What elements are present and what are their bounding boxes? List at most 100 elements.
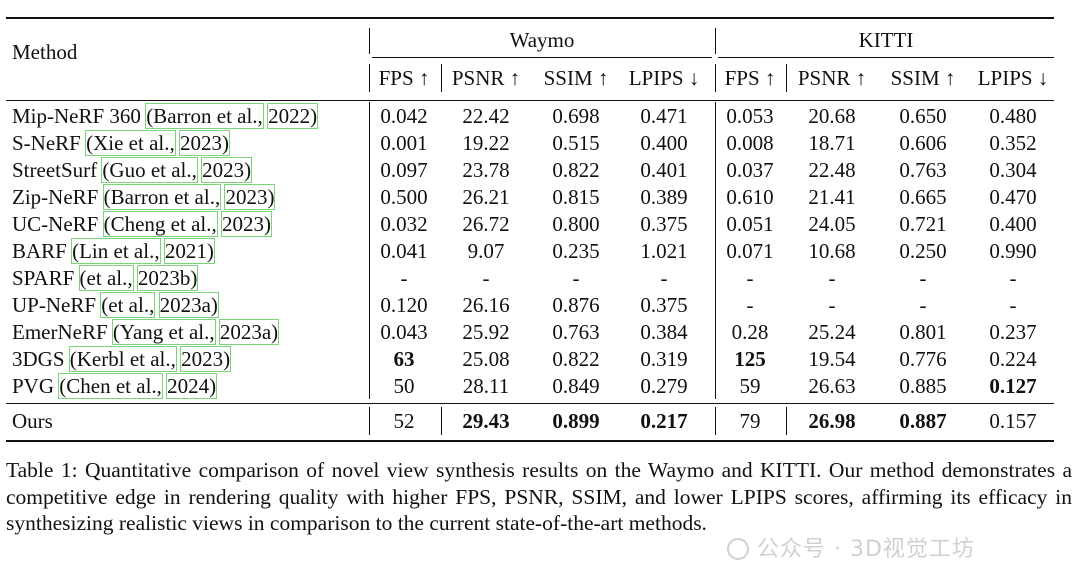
citation-year-link[interactable]: 2023) bbox=[201, 157, 253, 183]
citation-link[interactable]: (Yang et al., bbox=[111, 319, 216, 345]
ours-cell: 0.157 bbox=[989, 409, 1037, 433]
subheader-2: SSIM ↑ bbox=[543, 66, 609, 90]
table-cell: 0.990 bbox=[989, 239, 1037, 263]
table-cell: 0.120 bbox=[380, 293, 428, 317]
table-cell: 0.721 bbox=[899, 212, 947, 236]
table-cell: - bbox=[400, 266, 408, 290]
subheader-4: FPS ↑ bbox=[724, 66, 776, 90]
citation-year-link[interactable]: 2023) bbox=[220, 211, 272, 237]
method-cell: UP-NeRF (et al., 2023a) bbox=[12, 292, 219, 318]
table-cell: 0.051 bbox=[726, 212, 774, 236]
method-name: BARF bbox=[12, 239, 73, 263]
table-cell: 0.610 bbox=[726, 185, 774, 209]
table-cell: 0.053 bbox=[726, 104, 774, 128]
citation-year-link[interactable]: 2021) bbox=[163, 238, 215, 264]
table-cell: 0.032 bbox=[380, 212, 428, 236]
vline-body-0 bbox=[369, 102, 370, 399]
table-cell: 59 bbox=[739, 374, 761, 398]
table-cell: 0.037 bbox=[726, 158, 774, 182]
table-cell: 0.815 bbox=[552, 185, 600, 209]
ours-cell: 0.887 bbox=[899, 409, 947, 433]
table-cell: 0.800 bbox=[552, 212, 600, 236]
table-cell: - bbox=[828, 266, 836, 290]
citation-year-link[interactable]: 2023a) bbox=[158, 292, 219, 318]
method-cell: StreetSurf (Guo et al., 2023) bbox=[12, 157, 253, 183]
table-cell: 1.021 bbox=[640, 239, 688, 263]
table-cell: 0.043 bbox=[380, 320, 428, 344]
table-cell: 18.71 bbox=[808, 131, 856, 155]
ours-cell: 52 bbox=[393, 409, 415, 433]
waymo-group-rule bbox=[372, 57, 712, 58]
table-cell: - bbox=[660, 266, 668, 290]
table-header-rule bbox=[6, 100, 1054, 101]
citation-link[interactable]: (Guo et al., bbox=[101, 157, 198, 183]
table-cell: 0.375 bbox=[640, 293, 688, 317]
citation-link[interactable]: (Kerbl et al., bbox=[68, 346, 177, 372]
table-cell: 26.21 bbox=[462, 185, 510, 209]
citation-link[interactable]: (Barron et al., bbox=[145, 103, 264, 129]
ours-cell: 79 bbox=[739, 409, 761, 433]
subheader-5: PSNR ↑ bbox=[797, 66, 867, 90]
method-name: 3DGS bbox=[12, 347, 70, 371]
table-cell: 0.279 bbox=[640, 374, 688, 398]
method-column-header: Method bbox=[12, 40, 78, 64]
method-cell: SPARF (et al., 2023b) bbox=[12, 265, 199, 291]
vline-ours-1 bbox=[441, 407, 442, 435]
citation-year-link[interactable]: 2023) bbox=[224, 184, 276, 210]
table-cell: 0.008 bbox=[726, 131, 774, 155]
vline-subheader-2 bbox=[715, 64, 716, 92]
table-cell: - bbox=[746, 293, 754, 317]
citation-link[interactable]: (et al., bbox=[100, 292, 156, 318]
table-top-rule bbox=[6, 17, 1054, 19]
table-cell: - bbox=[1009, 293, 1017, 317]
vline-ours-0 bbox=[369, 407, 370, 435]
table-cell: 25.08 bbox=[462, 347, 510, 371]
ours-cell: 29.43 bbox=[462, 409, 510, 433]
table-cell: 0.763 bbox=[552, 320, 600, 344]
citation-year-link[interactable]: 2023) bbox=[178, 130, 230, 156]
citation-link[interactable]: (Xie et al., bbox=[85, 130, 176, 156]
table-cell: 0.041 bbox=[380, 239, 428, 263]
citation-year-link[interactable]: 2023a) bbox=[218, 319, 280, 345]
method-name: SPARF bbox=[12, 266, 80, 290]
table-cell: 10.68 bbox=[808, 239, 856, 263]
method-cell: Zip-NeRF (Barron et al., 2023) bbox=[12, 184, 276, 210]
method-cell: S-NeRF (Xie et al., 2023) bbox=[12, 130, 230, 156]
table-cell: 63 bbox=[393, 347, 415, 371]
table-cell: 0.375 bbox=[640, 212, 688, 236]
table-cell: 0.319 bbox=[640, 347, 688, 371]
table-cell: 0.400 bbox=[989, 212, 1037, 236]
citation-year-link[interactable]: 2024) bbox=[166, 373, 218, 399]
citation-year-link[interactable]: 2023b) bbox=[136, 265, 199, 291]
table-cell: 0.471 bbox=[640, 104, 688, 128]
citation-year-link[interactable]: 2022) bbox=[267, 103, 319, 129]
method-name: UC-NeRF bbox=[12, 212, 104, 236]
table-cell: 0.097 bbox=[380, 158, 428, 182]
table-cell: 0.885 bbox=[899, 374, 947, 398]
citation-link[interactable]: (Chen et al., bbox=[58, 373, 163, 399]
table-cell: - bbox=[482, 266, 490, 290]
table-cell: 0.28 bbox=[731, 320, 769, 344]
table-cell: 0.822 bbox=[552, 158, 600, 182]
subheader-0: FPS ↑ bbox=[378, 66, 430, 90]
table-cell: 0.801 bbox=[899, 320, 947, 344]
method-cell: Mip-NeRF 360 (Barron et al., 2022) bbox=[12, 103, 319, 129]
table-cell: 0.250 bbox=[899, 239, 947, 263]
method-name: S-NeRF bbox=[12, 131, 87, 155]
table-cell: 0.665 bbox=[899, 185, 947, 209]
citation-link[interactable]: (Barron et al., bbox=[102, 184, 222, 210]
table-cell: 26.72 bbox=[462, 212, 510, 236]
table-cell: 125 bbox=[734, 347, 766, 371]
table-cell: 0.001 bbox=[380, 131, 428, 155]
table-cell: 0.071 bbox=[726, 239, 774, 263]
table-cell: 0.876 bbox=[552, 293, 600, 317]
table-cell: - bbox=[572, 266, 580, 290]
citation-link[interactable]: (Cheng et al., bbox=[102, 211, 218, 237]
vline-header-mid bbox=[715, 28, 716, 54]
ours-cell: 0.899 bbox=[552, 409, 600, 433]
method-cell: PVG (Chen et al., 2024) bbox=[12, 373, 218, 399]
citation-link[interactable]: (et al., bbox=[78, 265, 134, 291]
method-name: EmerNeRF bbox=[12, 320, 113, 344]
citation-link[interactable]: (Lin et al., bbox=[71, 238, 161, 264]
citation-year-link[interactable]: 2023) bbox=[180, 346, 232, 372]
